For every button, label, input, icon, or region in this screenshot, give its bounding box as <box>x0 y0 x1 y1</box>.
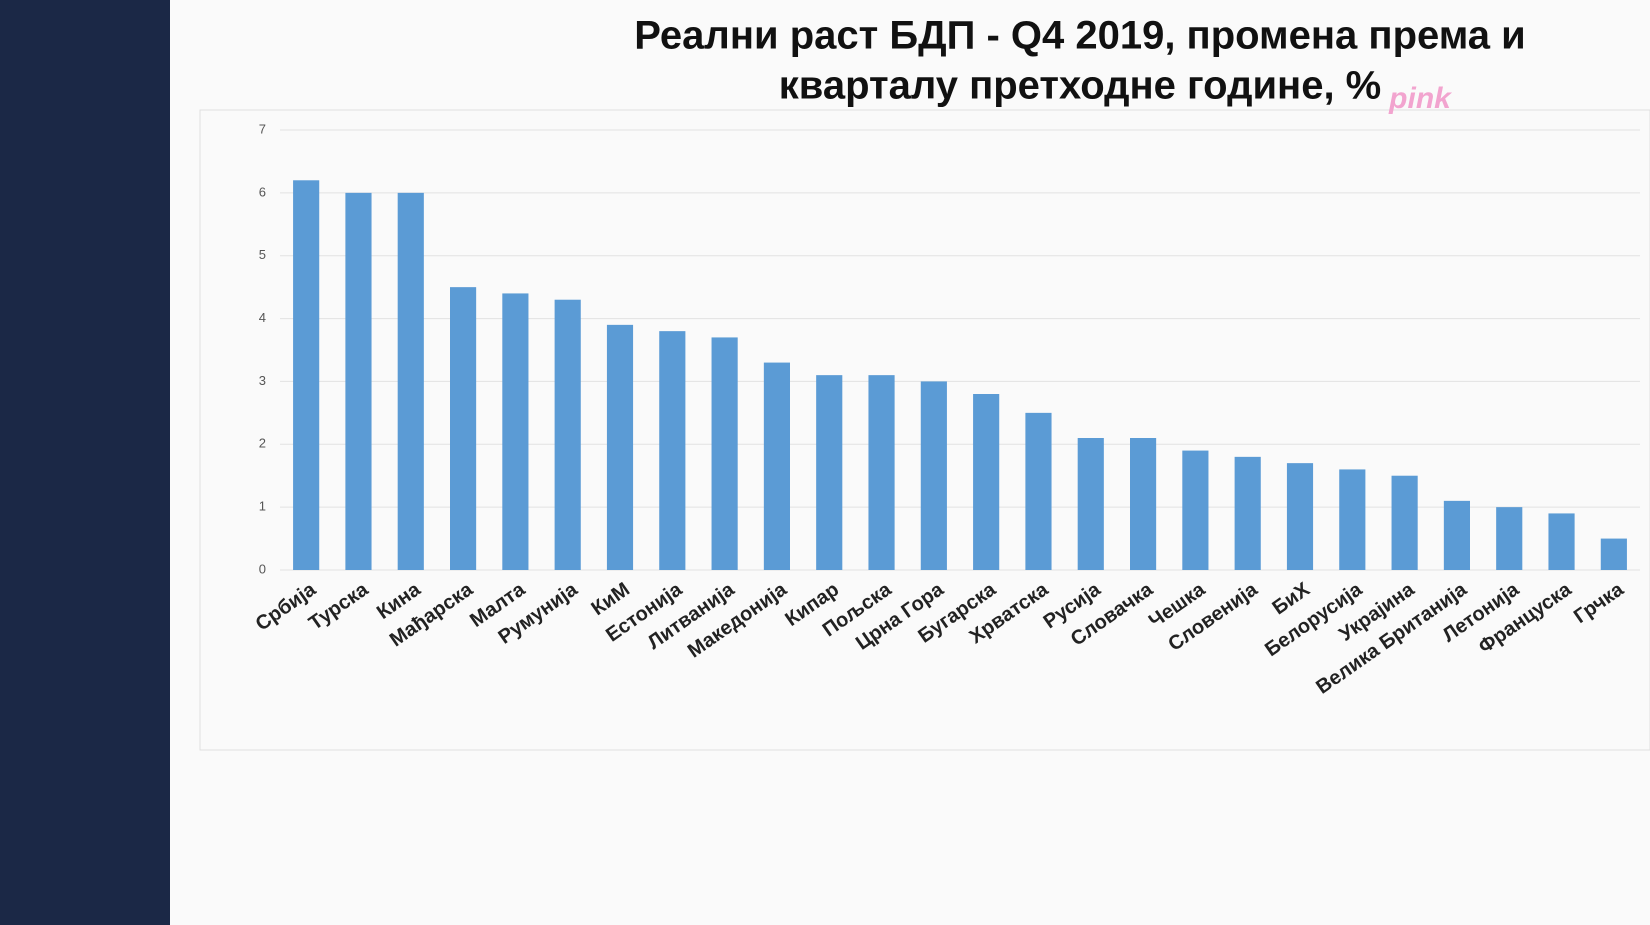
bar <box>1025 412 1052 570</box>
bar <box>763 362 790 570</box>
y-tick-label: 6 <box>259 184 266 199</box>
bar <box>606 324 634 570</box>
bar <box>1600 538 1627 570</box>
chart-title: кварталу претходне године, % <box>779 64 1382 108</box>
bar <box>1130 438 1157 570</box>
bar <box>973 394 1000 570</box>
bar <box>1339 469 1366 570</box>
bar <box>1443 500 1470 570</box>
chart-frame <box>199 109 1650 751</box>
bar <box>450 287 477 570</box>
y-tick-label: 3 <box>259 373 266 388</box>
bar <box>397 192 424 570</box>
y-tick-label: 5 <box>259 247 266 262</box>
y-tick-label: 7 <box>259 121 266 136</box>
bar <box>1234 456 1261 570</box>
bar <box>1548 513 1575 570</box>
bar <box>816 375 843 570</box>
bar <box>1496 507 1523 570</box>
y-tick-label: 2 <box>259 436 266 451</box>
bar <box>920 381 947 570</box>
chart-title: Реални раст БДП - Q4 2019, промена према… <box>634 14 1525 58</box>
watermark: pink <box>1388 82 1452 115</box>
bar <box>1077 438 1104 570</box>
bar <box>868 375 895 570</box>
bar <box>711 337 738 570</box>
bar <box>502 293 529 570</box>
bar <box>293 180 320 571</box>
bar <box>345 192 372 570</box>
y-tick-label: 4 <box>259 310 266 325</box>
bar <box>659 331 686 570</box>
bar <box>554 299 581 570</box>
paper <box>170 0 1650 925</box>
y-tick-label: 1 <box>259 499 266 514</box>
bar <box>1286 463 1314 570</box>
bar <box>1182 450 1209 570</box>
bar <box>1391 475 1418 570</box>
y-tick-label: 0 <box>259 561 266 576</box>
